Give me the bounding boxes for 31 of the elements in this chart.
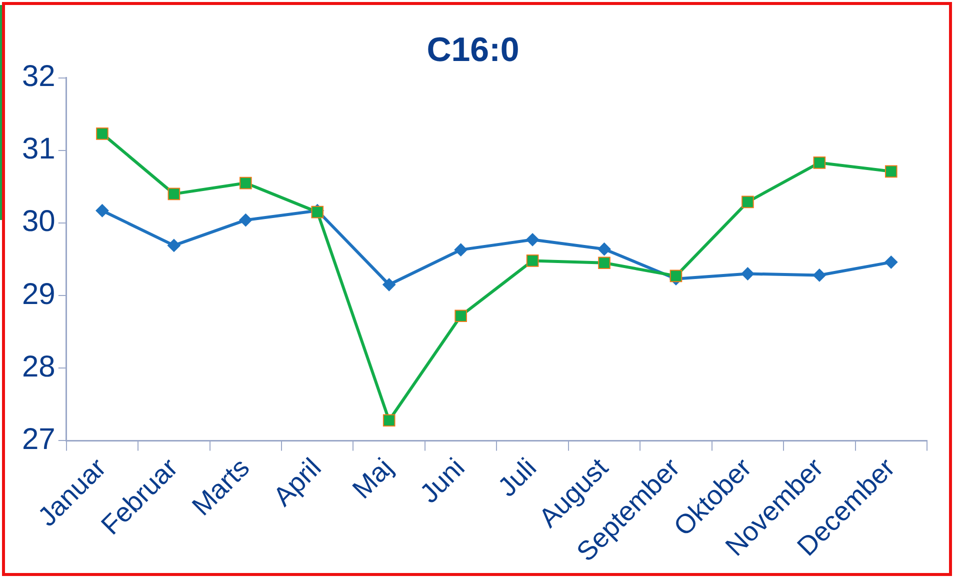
y-tick-label: 31 [22,132,56,166]
y-tick-label: 29 [22,278,56,311]
point [382,414,396,427]
point [884,165,898,178]
point [526,233,540,246]
point [240,176,252,190]
chart-title: C16:0 [426,30,520,69]
point [454,310,467,322]
point [670,270,682,282]
x-tick-label: Juni [414,452,470,509]
x-tick-label: Juli [492,452,542,502]
x-tick-label: Maj [346,452,399,504]
point [741,267,754,280]
point [598,256,610,270]
point [884,256,898,269]
point [168,188,180,200]
point [812,268,826,282]
y-tick-label: 28 [22,350,56,384]
point [96,128,108,140]
point [742,196,754,208]
point [382,278,396,292]
point [454,243,468,256]
point [96,204,109,218]
point [167,238,180,252]
y-tick-label: 32 [22,60,56,94]
point [813,156,826,169]
point [239,214,252,227]
point [526,254,539,267]
point [598,242,611,256]
y-tick-label: 30 [22,205,56,238]
y-tick-label: 27 [22,422,56,456]
